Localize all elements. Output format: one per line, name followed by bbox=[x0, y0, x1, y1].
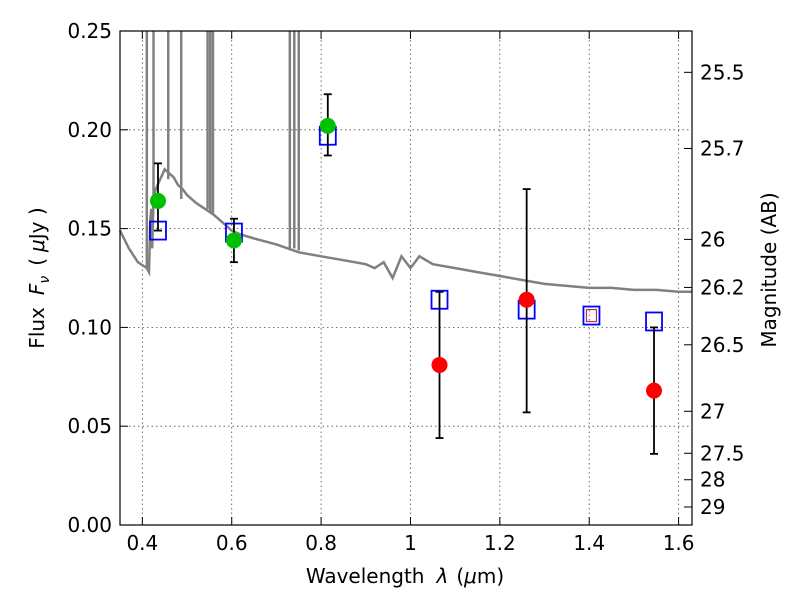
sed-model-line bbox=[118, 167, 692, 294]
y-tick-label: 0.15 bbox=[67, 217, 112, 241]
green-data-point bbox=[319, 117, 336, 134]
y-tick-label: 0.00 bbox=[67, 513, 112, 537]
green-data-point bbox=[149, 192, 166, 209]
y2-tick-label: 26.2 bbox=[700, 275, 745, 299]
red-data-point bbox=[646, 382, 663, 399]
y2-tick-label: 29 bbox=[700, 495, 725, 519]
plot-frame bbox=[119, 30, 693, 526]
points-layer bbox=[149, 93, 663, 455]
y2-tick-label: 26.5 bbox=[700, 333, 745, 357]
y2-tick-label: 25.7 bbox=[700, 136, 745, 160]
sed-layer bbox=[118, 31, 692, 294]
y-tick-label: 0.20 bbox=[67, 118, 112, 142]
red-data-point bbox=[518, 291, 535, 308]
y-tick-label: 0.05 bbox=[67, 414, 112, 438]
x-tick-label: 0.8 bbox=[305, 531, 337, 555]
red-data-point bbox=[431, 356, 448, 373]
y2-tick-label: 27 bbox=[700, 399, 725, 423]
y-tick-label: 0.10 bbox=[67, 315, 112, 339]
x-tick-label: 1.4 bbox=[573, 531, 605, 555]
x-axis-label: Wavelength λ (μm) bbox=[306, 564, 504, 588]
y2-tick-label: 28 bbox=[700, 468, 725, 492]
model-square-marker bbox=[582, 305, 601, 326]
x-tick-label: 0.6 bbox=[216, 531, 248, 555]
y2-tick-label: 26 bbox=[700, 227, 725, 251]
grid-layer bbox=[120, 31, 692, 525]
x-tick-label: 0.4 bbox=[126, 531, 158, 555]
ticks-layer: 0.4 0.6 0.8 1 1.2 1.4 1.6 0.00 0.05 0.10 0.15 0.20 0… bbox=[67, 19, 744, 555]
x-tick-label: 1 bbox=[404, 531, 417, 555]
y2-tick-label: 25.5 bbox=[700, 60, 745, 84]
x-tick-label: 1.6 bbox=[663, 531, 695, 555]
green-data-point bbox=[225, 232, 242, 249]
x-tick-label: 1.2 bbox=[484, 531, 516, 555]
y-axis-label: FluxFν(μJy ) bbox=[25, 207, 53, 348]
y2-axis-label: Magnitude (AB) bbox=[757, 192, 781, 347]
small-square-marker bbox=[585, 308, 598, 323]
y2-tick-label: 27.5 bbox=[700, 441, 745, 465]
y-tick-label: 0.25 bbox=[67, 19, 112, 43]
